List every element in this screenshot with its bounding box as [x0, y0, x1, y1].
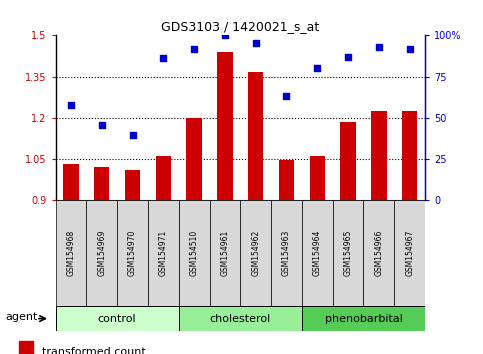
Bar — [86, 200, 117, 306]
Bar — [302, 200, 333, 306]
Point — [313, 65, 321, 71]
Text: GSM154967: GSM154967 — [405, 230, 414, 276]
Point — [252, 40, 259, 46]
Text: GSM154961: GSM154961 — [220, 230, 229, 276]
Point — [283, 93, 290, 99]
Bar — [248, 73, 263, 200]
Bar — [56, 200, 86, 306]
Text: GSM154510: GSM154510 — [190, 230, 199, 276]
Point — [98, 122, 106, 128]
Bar — [94, 167, 110, 200]
Point — [406, 46, 413, 51]
Text: transformed count: transformed count — [42, 347, 145, 354]
Text: GSM154971: GSM154971 — [159, 230, 168, 276]
Bar — [186, 118, 202, 200]
Text: control: control — [98, 314, 136, 324]
Bar — [402, 111, 417, 200]
Bar — [302, 306, 425, 331]
Point — [128, 132, 136, 138]
Bar — [394, 200, 425, 306]
Bar — [271, 200, 302, 306]
Bar — [19, 341, 33, 354]
Bar — [117, 200, 148, 306]
Text: GSM154966: GSM154966 — [374, 230, 384, 276]
Text: GSM154965: GSM154965 — [343, 230, 353, 276]
Point — [344, 54, 352, 59]
Point — [190, 46, 198, 51]
Point — [221, 33, 229, 38]
Bar — [148, 200, 179, 306]
Bar — [156, 156, 171, 200]
Bar — [240, 200, 271, 306]
Bar — [333, 200, 364, 306]
Title: GDS3103 / 1420021_s_at: GDS3103 / 1420021_s_at — [161, 20, 319, 33]
Bar — [210, 200, 240, 306]
Point — [375, 44, 383, 50]
Bar — [179, 306, 302, 331]
Text: GSM154968: GSM154968 — [67, 230, 75, 276]
Bar — [310, 156, 325, 200]
Bar — [63, 164, 79, 200]
Text: phenobarbital: phenobarbital — [325, 314, 402, 324]
Text: GSM154969: GSM154969 — [97, 230, 106, 276]
Bar — [279, 160, 294, 200]
Text: GSM154970: GSM154970 — [128, 230, 137, 276]
Bar — [217, 52, 233, 200]
Bar — [371, 111, 386, 200]
Bar — [125, 170, 140, 200]
Point — [67, 103, 75, 108]
Text: cholesterol: cholesterol — [210, 314, 271, 324]
Point — [159, 56, 167, 61]
Bar — [341, 122, 356, 200]
Text: GSM154964: GSM154964 — [313, 230, 322, 276]
Bar — [364, 200, 394, 306]
Bar — [56, 306, 179, 331]
Text: GSM154962: GSM154962 — [251, 230, 260, 276]
Text: agent: agent — [6, 312, 38, 322]
Text: GSM154963: GSM154963 — [282, 230, 291, 276]
Bar — [179, 200, 210, 306]
